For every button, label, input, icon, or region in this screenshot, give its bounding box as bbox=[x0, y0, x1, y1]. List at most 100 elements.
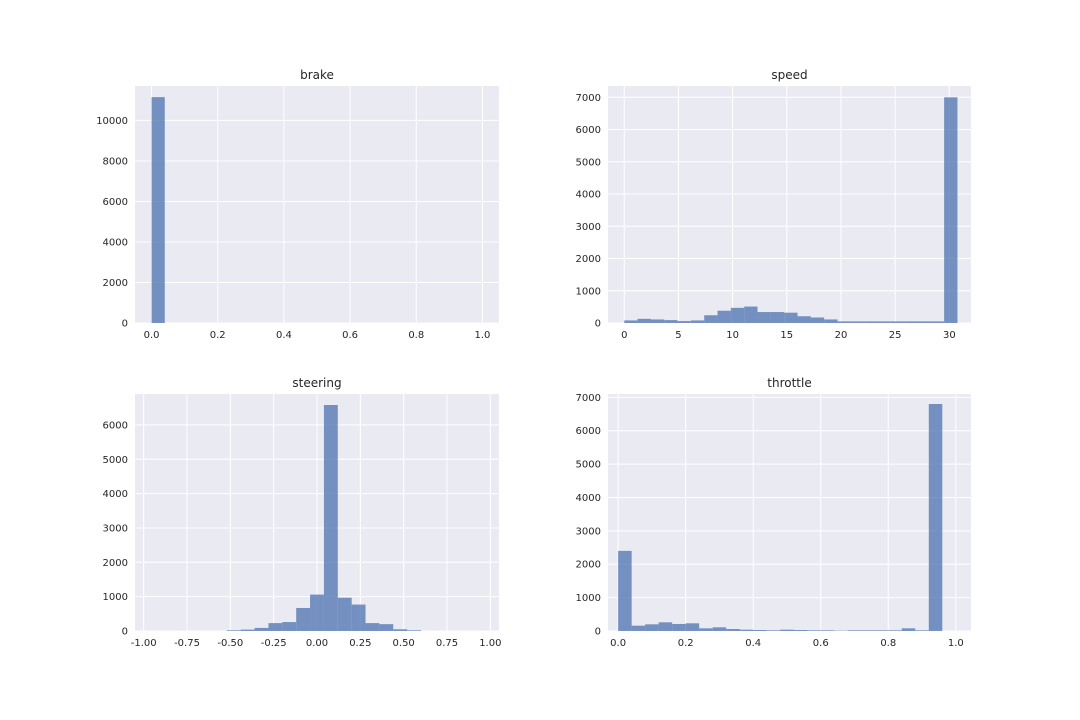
speed-bar bbox=[717, 310, 731, 323]
brake-x-tick-label: 0.4 bbox=[276, 330, 292, 341]
speed-y-tick-label: 3000 bbox=[576, 222, 601, 233]
steering-bar bbox=[240, 629, 255, 631]
steering-x-tick-label: -0.50 bbox=[217, 638, 243, 649]
speed-bar bbox=[797, 316, 811, 323]
panel-throttle: 0.0 0.2 0.4 0.6 0.8 1.0 0 1000 2000 3000 4000 5000 6… bbox=[576, 376, 971, 649]
brake-x-tick-label: 0.8 bbox=[408, 330, 424, 341]
throttle-bar bbox=[915, 630, 929, 631]
speed-bar bbox=[690, 320, 705, 323]
speed-bar bbox=[824, 319, 838, 323]
throttle-bar bbox=[685, 623, 700, 631]
speed-x-tick-label: 10 bbox=[726, 330, 739, 341]
throttle-bar bbox=[672, 623, 686, 631]
throttle-bar bbox=[618, 550, 632, 631]
brake-x-tick-label: 0.6 bbox=[342, 330, 358, 341]
steering-x-tick-label: 0.75 bbox=[436, 638, 458, 649]
speed-title: speed bbox=[771, 68, 807, 82]
steering-y-tick-label: 1000 bbox=[103, 592, 128, 603]
speed-bar bbox=[864, 321, 878, 323]
steering-title: steering bbox=[292, 376, 341, 390]
speed-plot-area bbox=[608, 86, 971, 323]
throttle-bar bbox=[712, 627, 727, 631]
throttle-bar bbox=[699, 628, 713, 631]
throttle-x-tick-label: 0.4 bbox=[745, 638, 761, 649]
speed-y-tick-label: 2000 bbox=[576, 254, 601, 265]
speed-bar bbox=[850, 321, 865, 323]
throttle-y-tick-label: 0 bbox=[595, 627, 601, 638]
steering-bar bbox=[337, 597, 352, 631]
speed-bar bbox=[704, 315, 718, 323]
speed-bar bbox=[757, 312, 771, 323]
throttle-x-tick-label: 0.2 bbox=[678, 638, 694, 649]
steering-bar bbox=[254, 627, 269, 631]
brake-y-tick-label: 6000 bbox=[103, 197, 128, 208]
brake-title: brake bbox=[300, 68, 334, 82]
throttle-bar bbox=[631, 625, 646, 631]
speed-bar bbox=[930, 321, 945, 323]
steering-y-tick-label: 6000 bbox=[103, 420, 128, 431]
speed-bar bbox=[944, 97, 958, 324]
steering-bar bbox=[268, 623, 283, 631]
steering-y-tick-label: 4000 bbox=[103, 489, 128, 500]
speed-bar bbox=[810, 317, 825, 323]
brake-x-tick-label: 1.0 bbox=[475, 330, 491, 341]
speed-bar bbox=[837, 321, 851, 323]
throttle-x-tick-label: 0.8 bbox=[880, 638, 896, 649]
steering-bar bbox=[226, 630, 241, 631]
steering-x-tick-label: 0.50 bbox=[393, 638, 415, 649]
steering-bar bbox=[365, 623, 380, 631]
speed-bar bbox=[637, 318, 651, 323]
steering-x-tick-label: -0.75 bbox=[174, 638, 200, 649]
speed-bar bbox=[664, 320, 678, 323]
panel-brake: 0.0 0.2 0.4 0.6 0.8 1.0 0 2000 4000 6000 8000 10000… bbox=[96, 68, 499, 341]
throttle-y-tick-label: 1000 bbox=[576, 593, 601, 604]
steering-bar bbox=[310, 594, 324, 631]
steering-bar bbox=[323, 404, 338, 631]
throttle-bar bbox=[888, 630, 902, 631]
throttle-bar bbox=[874, 630, 889, 631]
speed-bar bbox=[770, 312, 785, 323]
steering-y-tick-label: 3000 bbox=[103, 523, 128, 534]
throttle-bar bbox=[658, 622, 673, 631]
steering-bar bbox=[393, 629, 408, 631]
throttle-bar bbox=[793, 629, 808, 631]
throttle-x-tick-label: 0.6 bbox=[813, 638, 829, 649]
throttle-bar bbox=[901, 628, 916, 631]
throttle-bar bbox=[820, 630, 835, 631]
panel-steering: -1.00 -0.75 -0.50 -0.25 0.00 0.25 0.50 0.75 1.00… bbox=[103, 376, 502, 649]
throttle-bar bbox=[780, 629, 794, 631]
throttle-bar bbox=[766, 630, 781, 631]
throttle-bar bbox=[928, 404, 943, 631]
brake-x-tick-label: 0.2 bbox=[210, 330, 226, 341]
brake-y-tick-label: 2000 bbox=[103, 278, 128, 289]
steering-bar bbox=[379, 624, 394, 631]
steering-bar bbox=[282, 622, 297, 631]
speed-x-tick-label: 25 bbox=[889, 330, 902, 341]
throttle-y-tick-label: 7000 bbox=[576, 393, 601, 404]
speed-bar bbox=[730, 307, 745, 323]
throttle-bar bbox=[726, 628, 740, 631]
throttle-y-tick-label: 5000 bbox=[576, 460, 601, 471]
speed-y-tick-label: 0 bbox=[595, 319, 601, 330]
speed-bar bbox=[624, 320, 638, 323]
throttle-x-tick-label: 1.0 bbox=[948, 638, 964, 649]
speed-x-tick-label: 15 bbox=[780, 330, 793, 341]
throttle-bar bbox=[861, 630, 875, 631]
steering-y-tick-label: 2000 bbox=[103, 558, 128, 569]
throttle-bar bbox=[753, 629, 767, 631]
steering-bar bbox=[351, 604, 366, 631]
speed-y-tick-label: 7000 bbox=[576, 93, 601, 104]
speed-y-tick-label: 5000 bbox=[576, 157, 601, 168]
speed-x-tick-label: 5 bbox=[675, 330, 681, 341]
panel-speed: 0 5 10 15 20 25 30 0 1000 2000 3000 4000 5000 6000 700… bbox=[576, 68, 971, 341]
steering-y-tick-label: 5000 bbox=[103, 455, 128, 466]
speed-bar bbox=[904, 321, 918, 323]
steering-x-tick-label: 1.00 bbox=[479, 638, 501, 649]
speed-x-tick-label: 0 bbox=[621, 330, 627, 341]
brake-y-tick-label: 0 bbox=[122, 319, 128, 330]
throttle-title: throttle bbox=[767, 376, 811, 390]
steering-x-tick-label: 0.25 bbox=[349, 638, 371, 649]
steering-x-tick-label: -1.00 bbox=[131, 638, 157, 649]
speed-bar bbox=[784, 312, 798, 323]
speed-bar bbox=[650, 319, 665, 323]
